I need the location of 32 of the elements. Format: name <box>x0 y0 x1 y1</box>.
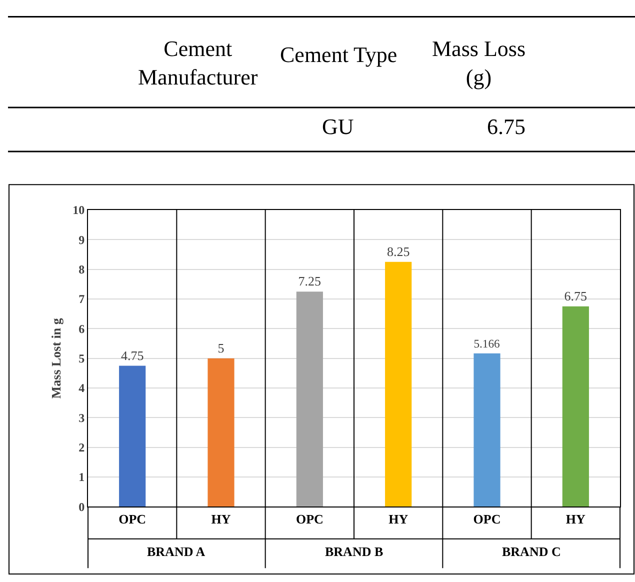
x-tick-label: HY <box>566 511 586 526</box>
text: BRAND B <box>325 544 384 559</box>
text: GU <box>322 114 354 139</box>
x-tick-label: OPC <box>118 511 146 526</box>
y-tick-label: 0 <box>78 500 85 514</box>
data-label: 5 <box>218 340 224 356</box>
text: 6.75 <box>487 114 526 139</box>
data-label: 4.75 <box>120 348 144 363</box>
x-tick-label: OPC <box>296 511 324 526</box>
y-tick-label: 4 <box>78 381 85 396</box>
y-tick-label: 2 <box>78 440 85 455</box>
text: Mass Loss (g) <box>432 36 526 90</box>
data-label: 5.166 <box>474 338 500 351</box>
data-label: 6.75 <box>564 288 588 304</box>
y-axis-title: Mass Lost in g <box>48 318 64 399</box>
y-tick-label: 8 <box>78 262 85 277</box>
x-tick-label: OPC <box>473 511 501 526</box>
y-tick-label: 3 <box>78 410 85 425</box>
y-tick-label: 5 <box>78 352 85 366</box>
y-tick-label: 9 <box>78 232 85 247</box>
x-tick-label: HY <box>388 511 409 526</box>
text: BRAND A <box>147 544 206 559</box>
text: BRAND C <box>502 544 561 559</box>
text: Cement Type <box>280 42 398 67</box>
x-tick-label: HY <box>211 511 232 526</box>
data-label: 8.25 <box>386 244 410 259</box>
y-tick-label: 6 <box>78 322 85 336</box>
y-tick-label: 7 <box>78 292 85 306</box>
data-label: 7.25 <box>298 274 322 289</box>
y-tick-label: 1 <box>78 470 85 484</box>
text: Cement Manufacturer <box>138 36 258 90</box>
y-tick-label: 10 <box>72 203 85 218</box>
